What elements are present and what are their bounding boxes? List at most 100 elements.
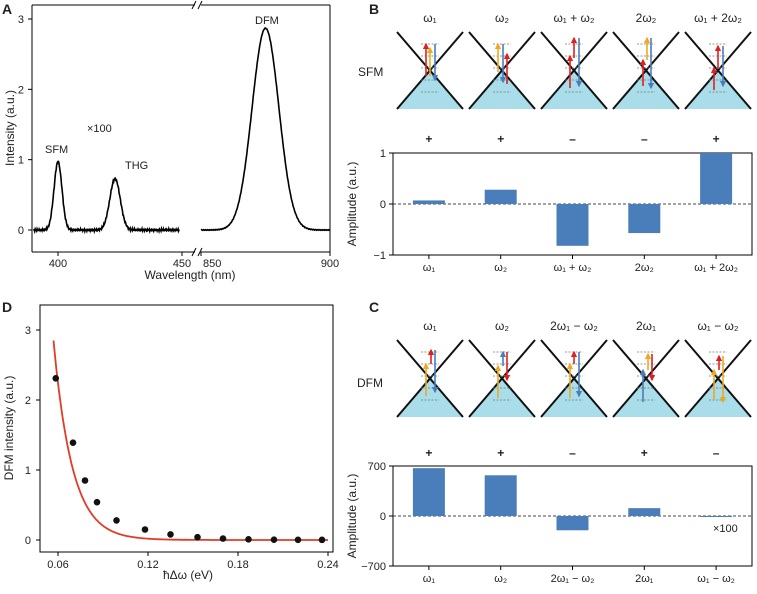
c-x-tick-label: 2ω₁ − ω₂ [551,573,595,585]
d-data-point [52,375,60,382]
d-axes-frame [39,304,334,553]
c-y-axis-label: Amplitude (a.u.) [345,474,359,559]
c-x-tick-label: 2ω₁ [635,573,654,585]
c-y-tick-label: 700 [368,461,386,473]
a-x-tick-label: 450 [173,258,191,270]
b-cone-2: ω₂ [468,11,536,110]
b-bar [628,204,661,234]
a-x-ticks: 400 450 850 900 [49,252,339,270]
c-signs: + + – + – [425,446,719,460]
a-y-tick-label: 2 [18,84,24,96]
c-bar [484,475,517,516]
panel-b: B SFM ω₁ ω₂ ω₁ + ω₂ 2ω₂ ω₁ + 2ω₂ + + – – + 1 0 −1 A… [345,1,753,274]
d-data-point [294,536,302,544]
d-data-point [93,498,101,506]
b-sign: + [497,132,504,146]
b-cone-diagrams: ω₁ ω₂ ω₁ + ω₂ 2ω₂ ω₁ + 2ω₂ [396,11,752,110]
c-sign: + [497,446,504,460]
b-y-tick-label: 1 [380,148,386,160]
a-scale-note: ×100 [87,123,112,135]
d-y-tick-label: 1 [25,465,31,477]
b-cone-title: ω₁ + 2ω₂ [694,11,742,25]
a-spectrum-dfm [200,27,331,232]
panel-label-d: D [2,299,12,315]
b-bar-chart: 1 0 −1 Amplitude (a.u.) ω₁ ω₂ ω₁ + ω₂ 2ω₂ ω₁ + 2… [345,148,753,274]
a-y-tick-label: 1 [18,155,24,167]
b-cone-title: ω₂ [495,11,509,25]
c-x-tick-label: ω₂ [494,573,507,585]
b-cone-line-b [468,31,536,110]
c-bar [700,516,733,517]
d-y-tick-label: 3 [25,325,31,337]
panel-label-a: A [2,1,12,17]
b-bar [484,189,517,204]
d-data-point [113,517,120,524]
panel-a: A 0 1 2 3 400 450 850 900 Wavelength (nm) Inte… [2,0,339,282]
d-y-tick-label: 2 [25,395,31,407]
b-sign: + [425,132,432,146]
c-y-tick-label: −700 [361,561,386,573]
b-sign: – [641,132,648,146]
b-cone-fill [685,68,751,109]
c-cone-title: 2ω₁ − ω₂ [550,319,598,333]
b-row-label: SFM [358,65,383,79]
b-cone-fill [541,68,607,109]
c-cone-fill [613,376,679,417]
d-fit-curve [52,340,328,541]
a-x-axis-label: Wavelength (nm) [145,268,236,282]
c-cone-fill [541,376,607,417]
d-y-tick-label: 0 [25,535,31,547]
b-bar [556,204,589,246]
c-y-tick-label: 0 [380,511,386,523]
a-x-tick-label: 400 [49,258,67,270]
c-cone-4: 2ω₁ [612,319,680,418]
b-cone-title: ω₁ + ω₂ [553,11,594,25]
panel-d: D 0 1 2 3 0.06 0.12 0.18 0.24 ħΔω (eV) DFM int… [2,299,339,582]
d-data-point [69,439,77,447]
b-y-tick-label: 0 [380,199,386,211]
b-x-tick-label: ω₂ [494,262,507,274]
c-cone-diagrams: ω₁ ω₂ 2ω₁ − ω₂ 2ω₁ ω₁ − ω₂ [396,319,752,418]
b-x-tick-label: 2ω₂ [635,262,654,274]
c-cone-3: 2ω₁ − ω₂ [540,319,608,418]
a-x-tick-label: 850 [203,258,221,270]
c-cone-line-b [612,339,680,418]
b-cone-4: 2ω₂ [612,11,680,110]
b-y-axis-label: Amplitude (a.u.) [345,162,359,247]
a-y-tick-label: 3 [18,14,24,26]
b-cone-line-b [684,31,752,110]
b-cone-fill [613,68,679,109]
c-cone-line-b [396,339,464,418]
a-annotation-thg: THG [125,160,148,172]
b-x-tick-label: ω₁ + ω₂ [554,262,592,274]
a-y-ticks: 0 1 2 3 [18,14,32,237]
a-y-axis-label: Intensity (a.u.) [3,90,17,166]
b-sign: + [713,132,720,146]
panel-label-c: C [369,299,379,315]
a-x-tick-label: 900 [321,258,339,270]
d-data-point [81,477,89,484]
d-x-tick-label: 0.06 [47,559,68,571]
b-cone-line-b [612,31,680,110]
d-data-point [318,536,326,544]
a-axis-break-top [191,0,203,10]
c-row-label: DFM [357,376,383,390]
b-cone-fill [397,68,463,109]
b-cone-title: 2ω₂ [636,11,657,25]
b-cone-title: ω₁ [423,11,436,25]
panel-label-b: B [369,1,379,17]
c-x-tick-label: ω₁ [423,573,436,585]
c-sign: + [425,446,432,460]
d-data-points [52,375,326,544]
a-axis-break-bottom [191,247,203,257]
d-data-point [167,531,174,538]
a-annotation-sfm: SFM [45,144,68,156]
b-cone-3: ω₁ + ω₂ [540,11,608,110]
d-data-point [245,536,252,543]
d-x-tick-label: 0.24 [317,559,338,571]
c-cone-1: ω₁ [396,319,464,418]
c-cone-fill [469,376,535,417]
c-cone-fill [397,376,463,417]
